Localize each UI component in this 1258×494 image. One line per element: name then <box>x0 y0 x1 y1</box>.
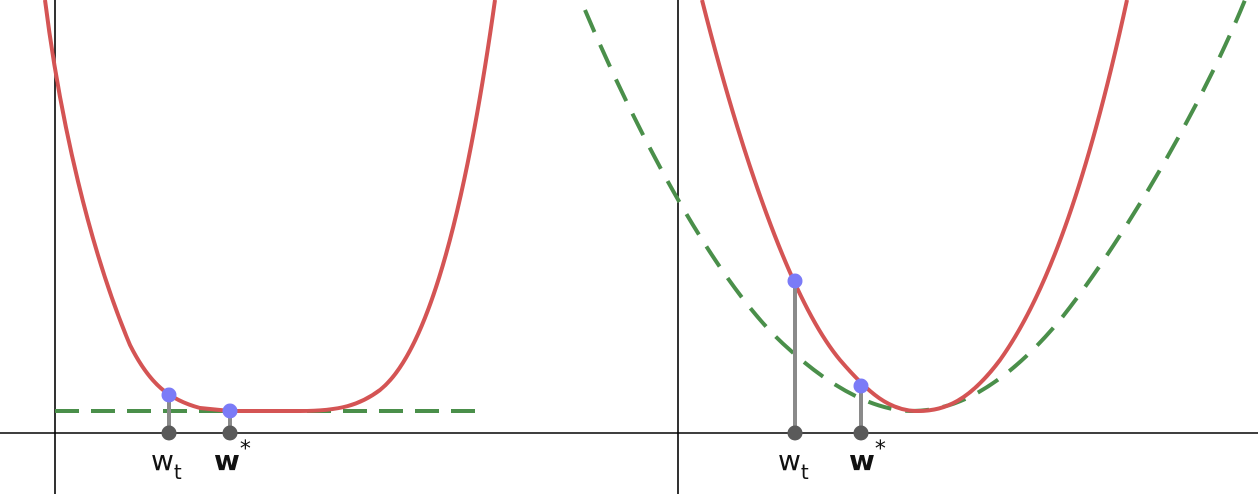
right-surrogate-parabola <box>583 0 1247 414</box>
left-wstar-axis-point <box>222 425 238 441</box>
left-objective-curve <box>43 0 497 413</box>
left-panel: wt w* <box>0 0 678 494</box>
left-wt-axis-point <box>161 425 177 441</box>
left-wt-label: wt <box>151 444 182 484</box>
right-wt-curve-point <box>787 273 803 289</box>
left-wstar-label: w* <box>214 437 251 477</box>
right-wstar-curve-point <box>853 378 869 394</box>
right-panel: wt w* <box>583 0 1258 494</box>
right-wstar-label: w* <box>849 437 886 477</box>
right-objective-curve <box>700 0 1129 414</box>
right-wt-label: wt <box>778 444 809 484</box>
left-wstar-curve-point <box>222 403 238 419</box>
left-wt-curve-point <box>161 387 177 403</box>
right-wstar-axis-point <box>853 425 869 441</box>
right-wt-axis-point <box>787 425 803 441</box>
